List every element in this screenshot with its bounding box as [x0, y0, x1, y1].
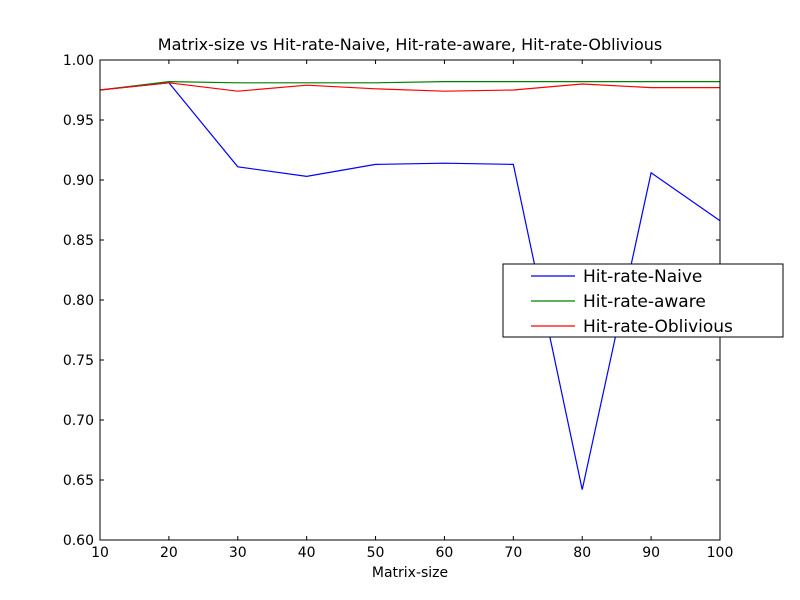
x-tick-label: 70 — [504, 545, 522, 561]
y-tick-label: 0.65 — [63, 473, 94, 489]
y-tick-label: 0.90 — [63, 173, 94, 189]
y-tick-label: 0.80 — [63, 293, 94, 309]
x-tick-label: 20 — [160, 545, 178, 561]
y-tick-label: 0.60 — [63, 533, 94, 549]
series-line-hit-rate-aware — [99, 80, 720, 91]
y-tick-label: 1.00 — [63, 53, 94, 69]
x-tick-label: 100 — [707, 545, 734, 561]
y-tick-label: 0.70 — [63, 413, 94, 429]
x-tick-label: 40 — [298, 545, 316, 561]
x-tick-label: 10 — [91, 545, 109, 561]
y-tick-label: 0.75 — [63, 353, 94, 369]
x-axis-label: Matrix-size — [372, 565, 448, 581]
x-tick-label: 50 — [367, 545, 385, 561]
x-tick-label: 30 — [229, 545, 247, 561]
x-tick-label: 90 — [642, 545, 660, 561]
x-tick-label: 80 — [573, 545, 591, 561]
legend: Hit-rate-Naive Hit-rate-aware Hit-rate-Obl… — [502, 263, 784, 338]
series-line-hit-rate-oblivious — [99, 82, 720, 92]
legend-label: Hit-rate-Oblivious — [583, 317, 733, 337]
y-tick-label: 0.95 — [63, 113, 94, 129]
legend-label: Hit-rate-Naive — [583, 267, 702, 287]
x-tick-label: 60 — [436, 545, 454, 561]
y-tick-label: 0.85 — [63, 233, 94, 249]
axes-layer: 10 20 30 40 50 60 70 80 90 100 0.60 0.65 0.70 0.75 0.8… — [63, 53, 734, 561]
chart-title: Matrix-size vs Hit-rate-Naive, Hit-rate-… — [158, 35, 662, 54]
legend-label: Hit-rate-aware — [583, 292, 706, 312]
